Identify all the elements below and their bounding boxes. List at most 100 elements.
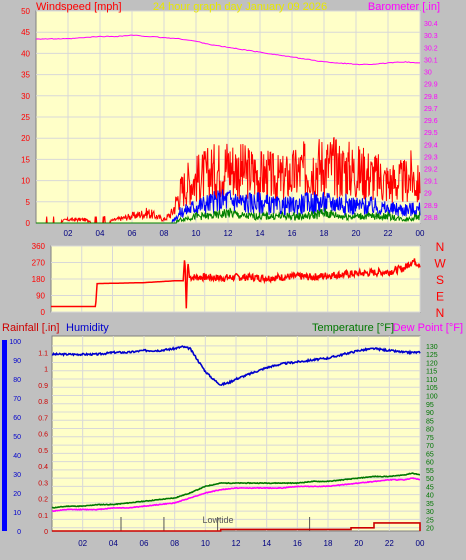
wind-x-tick-label: 20 <box>352 229 361 238</box>
temperature-x-tick-label: 14 <box>262 539 271 548</box>
humidity-y-tick-label: 50 <box>13 434 21 441</box>
wind-grid <box>36 10 421 224</box>
wind-x-tick-label: 00 <box>416 229 425 238</box>
barometer-y-tick-label: 29.3 <box>424 154 438 161</box>
temperature-series <box>51 345 421 532</box>
temperature-y-tick-label: 120 <box>426 360 438 367</box>
compass-label: N <box>436 240 445 254</box>
wind-x-tick-label: 16 <box>288 229 297 238</box>
humidity-y-tick-label: 40 <box>13 453 21 460</box>
barometer-y-tick-label: 29.6 <box>424 118 438 125</box>
temperature-y-tick-label: 60 <box>426 460 434 467</box>
rainfall-axis-label: Rainfall [.in] <box>2 322 59 334</box>
temperature-y-axis: 2025303540455055606570758085909510010511… <box>426 344 438 533</box>
barometer-y-tick-label: 30.1 <box>424 57 438 64</box>
temperature-y-tick-label: 95 <box>426 402 434 409</box>
temperature-line <box>51 472 421 509</box>
humidity-y-tick-label: 30 <box>13 472 21 479</box>
temperature-y-tick-label: 55 <box>426 468 434 475</box>
wind-x-tick-label: 22 <box>384 229 393 238</box>
rainfall-line <box>52 522 421 532</box>
temperature-x-tick-label: 06 <box>140 539 149 548</box>
direction-y-tick-label: 270 <box>32 259 46 268</box>
barometer-axis-label: Barometer [.in] <box>368 1 440 13</box>
temperature-y-tick-label: 90 <box>426 410 434 417</box>
compass-label: S <box>436 273 444 287</box>
rainfall-y-tick-label: 1 <box>44 367 48 374</box>
temperature-grid <box>52 336 421 531</box>
barometer-y-tick-label: 30 <box>424 70 432 77</box>
temperature-x-tick-label: 16 <box>293 539 302 548</box>
chart-title: 24 hour graph day January 09 2026 <box>153 1 327 13</box>
temperature-x-tick-label: 20 <box>354 539 363 548</box>
temperature-x-tick-label: 10 <box>201 539 210 548</box>
barometer-y-tick-label: 28.8 <box>424 215 438 222</box>
temperature-y-tick-label: 105 <box>426 385 438 392</box>
wind-x-tick-label: 12 <box>224 229 233 238</box>
temperature-y-tick-label: 115 <box>426 369 437 376</box>
temperature-y-tick-label: 130 <box>426 344 438 351</box>
humidity-y-axis: 0 10 20 30 40 50 60 70 80 90 100 <box>9 339 21 536</box>
temperature-y-tick-label: 125 <box>426 352 438 359</box>
wind-x-tick-label: 04 <box>96 229 105 238</box>
humidity-y-tick-label: 100 <box>9 339 21 346</box>
rainfall-y-tick-label: 0 <box>44 529 48 536</box>
temperature-x-tick-label: 22 <box>385 539 394 548</box>
wind-x-tick-label: 14 <box>256 229 265 238</box>
humidity-y-tick-label: 60 <box>13 415 21 422</box>
rainfall-y-tick-label: 1.1 <box>38 350 48 357</box>
temperature-y-tick-label: 100 <box>426 393 438 400</box>
temperature-y-tick-label: 85 <box>426 418 434 425</box>
barometer-y-tick-label: 29.5 <box>424 130 438 137</box>
direction-y-tick-label: 90 <box>36 292 45 301</box>
temperature-x-tick-label: 08 <box>170 539 179 548</box>
dew-point-line <box>51 477 421 513</box>
rainfall-y-tick-label: 0.6 <box>38 432 48 439</box>
rainfall-y-tick-label: 0.1 <box>38 513 48 520</box>
wind-low-line <box>36 207 421 224</box>
wind-y-tick-label: 25 <box>21 113 30 122</box>
compass-label: E <box>436 290 444 304</box>
barometer-y-tick-label: 29.2 <box>424 166 438 173</box>
wind-x-tick-label: 08 <box>160 229 169 238</box>
rainfall-y-tick-label: 0.9 <box>38 383 48 390</box>
rainfall-y-tick-label: 0.3 <box>38 480 48 487</box>
direction-y-tick-label: 360 <box>32 242 46 251</box>
wind-y-tick-label: 35 <box>21 71 30 80</box>
compass-label: N <box>436 306 445 320</box>
humidity-y-tick-label: 70 <box>13 396 21 403</box>
humidity-axis-bar <box>2 340 7 531</box>
temperature-y-tick-label: 50 <box>426 476 434 483</box>
direction-y-axis: 0 90 180 270 360 <box>32 242 46 317</box>
wind-series <box>35 34 421 224</box>
barometer-y-tick-label: 29.4 <box>424 142 438 149</box>
wind-y-tick-label: 50 <box>21 7 30 16</box>
temperature-axis-label: Temperature [°F] <box>312 322 394 334</box>
barometer-y-tick-label: 29.8 <box>424 94 438 101</box>
humidity-y-tick-label: 20 <box>13 491 21 498</box>
rainfall-y-tick-label: 0.7 <box>38 415 48 422</box>
temperature-x-tick-label: 12 <box>232 539 241 548</box>
temperature-y-tick-label: 40 <box>426 493 434 500</box>
direction-grid <box>51 245 421 313</box>
rainfall-y-tick-label: 0.2 <box>38 497 48 504</box>
temperature-y-tick-label: 80 <box>426 427 434 434</box>
rainfall-y-axis: 0 0.1 0.2 0.3 0.4 0.5 0.6 0.7 0.8 0.9 1 1.1 <box>38 350 48 536</box>
wind-x-axis: 02 04 06 08 10 12 14 16 18 20 22 00 <box>64 229 425 238</box>
temperature-y-tick-label: 75 <box>426 435 434 442</box>
wind-x-tick-label: 02 <box>64 229 73 238</box>
humidity-y-tick-label: 80 <box>13 377 21 384</box>
wind-x-tick-label: 10 <box>192 229 201 238</box>
compass-label: W <box>434 257 446 271</box>
wind-y-tick-label: 10 <box>21 177 30 186</box>
wind-y-tick-label: 20 <box>21 134 30 143</box>
humidity-axis-label: Humidity <box>66 322 109 334</box>
barometer-y-tick-label: 30.2 <box>424 45 438 52</box>
wind-x-tick-label: 06 <box>128 229 137 238</box>
wind-y-axis: 0 5 10 15 20 25 30 35 40 45 50 <box>21 7 30 228</box>
dew-point-axis-label: Dew Point [°F] <box>393 322 463 334</box>
wind-y-tick-label: 15 <box>21 155 30 164</box>
rainfall-y-tick-label: 0.4 <box>38 464 48 471</box>
